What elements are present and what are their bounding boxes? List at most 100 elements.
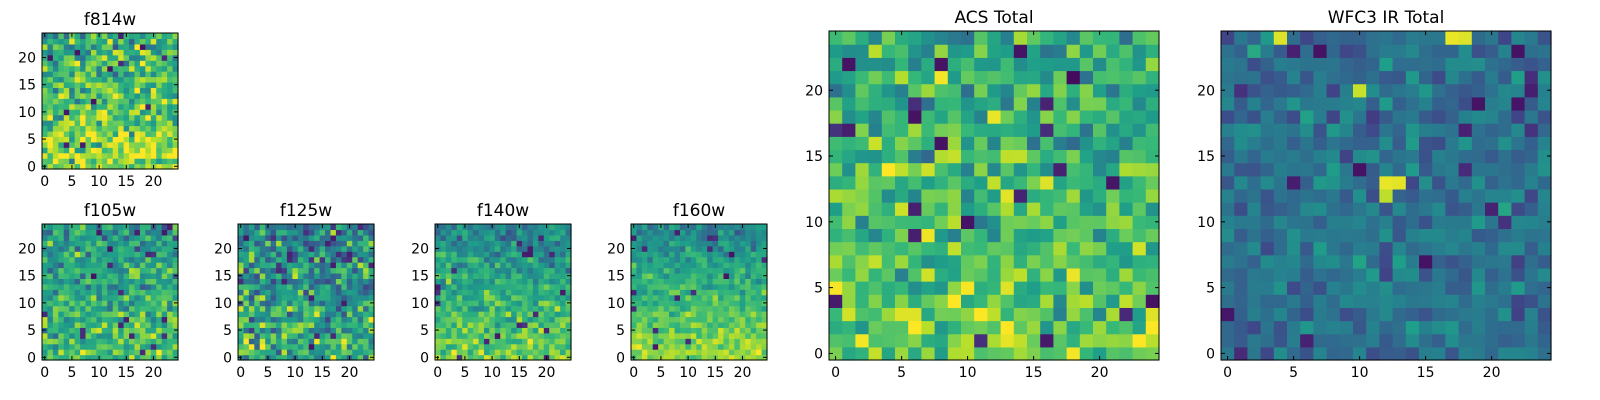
heatmap-cell [636,305,643,312]
heatmap-cell [445,349,452,356]
heatmap-cell [663,229,670,236]
heatmap-cell [129,130,136,137]
heatmap-cell [85,141,92,148]
heatmap-cell [112,120,119,127]
heatmap-cell [881,109,896,124]
heatmap-cell [868,109,883,124]
heatmap-cell [52,349,59,356]
heatmap-cell [259,229,266,236]
heatmap-cell [80,147,87,154]
heatmap-cell [1260,267,1275,282]
heatmap-cell [1524,162,1539,177]
heatmap-cell [259,354,266,361]
heatmap-cell [1145,228,1160,243]
heatmap-cell [352,327,359,334]
heatmap-cell [739,229,746,236]
heatmap-cell [500,354,507,361]
heatmap-cell [895,254,909,269]
heatmap-cell [58,49,65,56]
heatmap-cell [494,278,501,285]
heatmap-cell [934,267,949,282]
heatmap-cell [435,267,442,274]
heatmap-cell [756,300,763,307]
heatmap-cell [1419,70,1433,85]
heatmap-cell [134,103,141,110]
y-tick-label: 15 [805,149,823,165]
heatmap-cell [712,343,719,350]
heatmap-cell [1300,57,1314,72]
heatmap-cell [357,343,364,350]
heatmap-cell [707,338,714,345]
heatmap-cell [172,262,179,269]
heatmap-cell [1247,83,1262,98]
heatmap-cell [652,262,659,269]
heatmap-cells [631,224,768,361]
heatmap-cell [1079,162,1094,177]
heatmap-cell [63,98,70,105]
heatmap-cell [85,71,92,78]
x-tick-label: 10 [1351,365,1369,381]
heatmap-cell [1053,57,1068,72]
heatmap-cell [52,354,59,361]
heatmap-cell [52,125,59,132]
heatmap-cell [134,114,141,121]
heatmap-cell [723,327,730,334]
heatmap-cell [1432,109,1446,124]
heatmap-cell [112,305,119,312]
heatmap-cell [101,327,108,334]
heatmap-cell [522,262,529,269]
heatmap-cell [532,300,539,307]
heatmap-cell [63,109,70,116]
heatmap-cell [101,130,108,137]
heatmap-cell [161,71,168,78]
heatmap-cell [357,338,364,345]
heatmap-cell [1106,57,1120,72]
heatmap-cell [167,158,174,165]
heatmap-cell [248,349,255,356]
heatmap-cell [58,141,65,148]
heatmap-cell [297,332,304,339]
heatmap-cell [297,262,304,269]
heatmap-cell [69,71,76,78]
heatmap-cell [560,245,567,252]
heatmap-cell [565,267,572,274]
heatmap-cell [150,267,157,274]
heatmap-cell [270,321,277,328]
heatmap-cell [718,283,725,290]
heatmap-cell [156,98,163,105]
heatmap-cell [511,316,518,323]
heatmap-cell [658,256,665,263]
heatmap-cell [281,316,288,323]
heatmap-cell [265,240,272,247]
heatmap-cell [254,256,261,263]
heatmap-cell [934,31,949,45]
heatmap-cell [156,300,163,307]
heatmap-cell [259,278,266,285]
heatmap-cell [85,229,92,236]
heatmap-cell [129,332,136,339]
heatmap-cell [145,354,152,361]
heatmap-cell [934,175,949,190]
heatmap-cell [829,346,843,361]
heatmap-cell [1445,57,1460,72]
heatmap-cell [1287,57,1301,72]
heatmap-cell [1432,254,1446,269]
heatmap-cell [129,33,136,40]
heatmap-cell [1040,228,1054,243]
heatmap-cell [341,229,348,236]
heatmap-cell [855,57,870,72]
heatmap-cell [52,272,59,279]
heatmap-cell [723,332,730,339]
heatmap-cell [167,49,174,56]
heatmap-cell [346,267,353,274]
heatmap-cell [145,283,152,290]
heatmap-cell [63,92,70,99]
heatmap-cell [440,354,447,361]
heatmap-cell [346,316,353,323]
heatmap-cell [47,262,54,269]
heatmap-cell [69,60,76,67]
heatmap-cell [150,289,157,296]
heatmap-cell [934,241,949,256]
heatmap-cell [516,332,523,339]
heatmap-cell [511,332,518,339]
